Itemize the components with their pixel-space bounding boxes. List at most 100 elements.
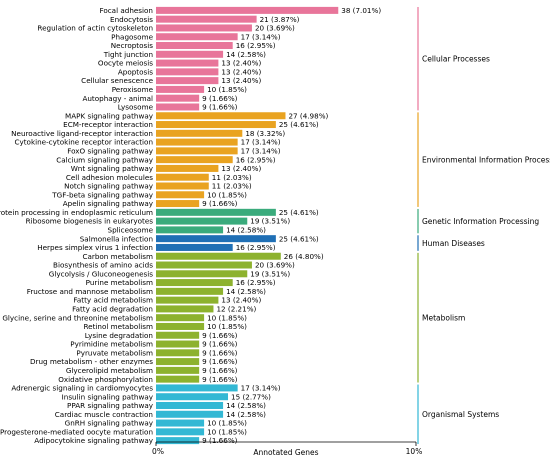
bar-category-label: Fatty acid degradation [72, 305, 153, 314]
bar-value-label: 20 (3.69%) [255, 261, 295, 270]
bar-value-label: 17 (3.14%) [241, 146, 281, 155]
bar [156, 208, 276, 216]
bar-value-label: 9 (1.66%) [202, 331, 237, 340]
bar [156, 77, 219, 85]
bar-category-label: Glycolysis / Gluconeogenesis [49, 269, 153, 278]
bar [156, 261, 252, 269]
bar-value-label: 21 (3.87%) [260, 15, 300, 24]
bar-category-label: Apoptosis [118, 67, 153, 76]
bar [156, 349, 200, 357]
bar-category-label: Regulation of actin cytoskeleton [37, 24, 153, 33]
bar-category-label: Biosynthesis of amino acids [53, 261, 153, 270]
bar-value-label: 13 (2.40%) [221, 296, 261, 305]
bar-value-label: 10 (1.85%) [207, 313, 247, 322]
bar [156, 94, 200, 102]
bar-category-label: PPAR signaling pathway [67, 401, 154, 410]
bar-category-label: ECM-receptor interaction [63, 120, 153, 129]
bar-value-label: 16 (2.95%) [236, 41, 276, 50]
bar [156, 50, 224, 58]
bar-category-label: Autophagy - animal [82, 94, 153, 103]
bar [156, 6, 339, 14]
bar-value-label: 9 (1.66%) [202, 375, 237, 384]
bar-value-label: 9 (1.66%) [202, 357, 237, 366]
bar-value-label: 9 (1.66%) [202, 348, 237, 357]
bar [156, 24, 252, 32]
bar-value-label: 10 (1.85%) [207, 85, 247, 94]
bar-value-label: 10 (1.85%) [207, 190, 247, 199]
bar [156, 331, 200, 339]
bar [156, 147, 238, 155]
bar [156, 428, 205, 436]
bar-value-label: 16 (2.95%) [236, 155, 276, 164]
bar-value-label: 26 (4.80%) [284, 252, 324, 261]
category-group-label: Organismal Systems [422, 410, 499, 419]
bar-value-label: 16 (2.95%) [236, 278, 276, 287]
bar-category-label: Neuroactive ligand-receptor interaction [11, 129, 153, 138]
bar-value-label: 9 (1.66%) [202, 436, 237, 445]
bar-value-label: 13 (2.40%) [221, 76, 261, 85]
bar-category-label: Endocytosis [110, 15, 153, 24]
x-tick-label: 0% [152, 447, 164, 456]
bar [156, 182, 209, 190]
bar-value-label: 19 (3.51%) [250, 217, 290, 226]
bar-category-label: Focal adhesion [99, 6, 153, 15]
bar [156, 279, 233, 287]
bar-category-label: Lysosome [118, 103, 154, 112]
x-tick-label: 10% [406, 447, 423, 456]
bar [156, 121, 276, 129]
bar [156, 85, 205, 93]
bar-category-label: Progesterone-mediated oocyte maturation [0, 427, 153, 436]
bar-category-label: Spliceosome [108, 225, 154, 234]
bar [156, 226, 224, 234]
bar-category-label: Wnt signaling pathway [71, 164, 154, 173]
bar-value-label: 25 (4.61%) [279, 120, 319, 129]
bar-value-label: 14 (2.58%) [226, 50, 266, 59]
bar-category-label: Purine metabolism [86, 278, 153, 287]
bar [156, 68, 219, 76]
bar-value-label: 9 (1.66%) [202, 366, 237, 375]
bars-layer: Focal adhesion 38 (7.01%) Endocytosis 21 (3… [0, 6, 381, 445]
bar [156, 235, 276, 243]
bar [156, 296, 219, 304]
bar-category-label: Cardiac muscle contraction [55, 410, 153, 419]
bar [156, 191, 205, 199]
bar-value-label: 14 (2.58%) [226, 401, 266, 410]
bar-category-label: Adipocytokine signaling pathway [34, 436, 153, 445]
bar-category-label: MAPK signaling pathway [65, 111, 154, 120]
bar-value-label: 9 (1.66%) [202, 199, 237, 208]
bar-category-label: GnRH signaling pathway [65, 419, 154, 428]
bar-category-label: Drug metabolism - other enzymes [30, 357, 153, 366]
bar-value-label: 14 (2.58%) [226, 410, 266, 419]
bar-category-label: Ribosome biogenesis in eukaryotes [26, 217, 154, 226]
bar [156, 129, 243, 137]
bar-category-label: Carbon metabolism [82, 252, 153, 261]
bar-value-label: 17 (3.14%) [241, 384, 281, 393]
bar-category-label: Oocyte meiosis [98, 59, 153, 68]
bar-category-label: Glycine, serine and threonine metabolism [2, 313, 153, 322]
bar [156, 112, 286, 120]
bar-value-label: 16 (2.95%) [236, 243, 276, 252]
bar-category-label: Salmonella infection [80, 234, 153, 243]
bar-category-label: Notch signaling pathway [64, 182, 154, 191]
bar-category-label: Calcium signaling pathway [56, 155, 153, 164]
bar [156, 384, 238, 392]
bar-value-label: 10 (1.85%) [207, 427, 247, 436]
bar [156, 138, 238, 146]
bar [156, 314, 205, 322]
bar [156, 103, 200, 111]
bar-value-label: 25 (4.61%) [279, 208, 319, 217]
category-group-label: Environmental Information Processing [422, 155, 550, 164]
bar [156, 305, 214, 313]
bar-category-label: FoxO signaling pathway [67, 146, 154, 155]
bar-value-label: 19 (3.51%) [250, 269, 290, 278]
bar-value-label: 9 (1.66%) [202, 94, 237, 103]
bar [156, 366, 200, 374]
bar-category-label: Apelin signaling pathway [63, 199, 154, 208]
bar [156, 270, 248, 278]
bar-category-label: Tight junction [103, 50, 153, 59]
bar-category-label: Cytokine-cytokine receptor interaction [14, 138, 153, 147]
bar-category-label: TGF-beta signaling pathway [51, 190, 153, 199]
bar-category-label: Necroptosis [111, 41, 153, 50]
bar-value-label: 13 (2.40%) [221, 59, 261, 68]
